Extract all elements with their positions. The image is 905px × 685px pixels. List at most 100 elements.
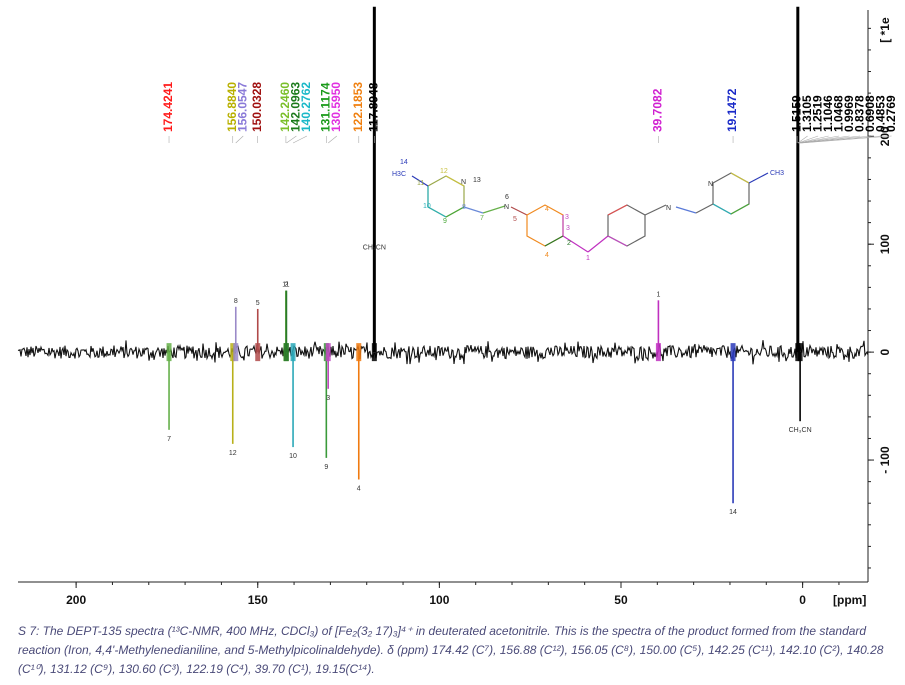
atom-label: 4 <box>545 252 549 259</box>
atom-label: 2 <box>567 240 571 247</box>
peak-band <box>325 343 331 362</box>
ring-bond <box>607 204 628 216</box>
baseline-noise <box>17 340 869 365</box>
peak-assignment-label: CH₃CN <box>789 427 812 434</box>
peak-value-label: 156.0547 <box>235 82 249 132</box>
ring-bond <box>544 235 564 247</box>
ring-bond <box>607 235 628 247</box>
peak-assignment-label: CH₃CN <box>363 245 386 252</box>
figure-caption: S 7: The DEPT-135 spectra (¹³C-NMR, 400 … <box>18 624 884 676</box>
atom-label: 11 <box>417 180 424 187</box>
peak-assignment-label: 9 <box>324 464 328 471</box>
atom-label: 7 <box>480 215 484 222</box>
peak-assignment-label: 11 <box>282 282 289 289</box>
spectrum-trace <box>17 340 869 365</box>
peak-value-label: 156.8840 <box>225 82 239 132</box>
peak-assignment-label: 14 <box>729 509 737 516</box>
methyl-bond <box>411 175 429 187</box>
peak-value-label: 19.1472 <box>725 88 739 132</box>
peak-leader-line <box>797 135 808 144</box>
peak-assignment-label: 8 <box>234 298 238 305</box>
peak-value-label: 0.6908 <box>863 95 877 132</box>
peak-value-label: 117.8948 <box>367 82 381 132</box>
phenyl-ring-2 <box>607 204 646 247</box>
peak-value-label: 1.1046 <box>821 95 835 132</box>
peak-assignment-label: 5 <box>256 300 260 307</box>
peak-band <box>730 343 736 362</box>
peak-value-label: 142.2460 <box>278 82 292 132</box>
peak-value-label: 130.5950 <box>329 82 343 132</box>
atom-label: 14 <box>400 159 408 166</box>
y-tick-label: - 100 <box>878 446 892 474</box>
peak-value-label: 122.1853 <box>351 82 365 132</box>
peak-band <box>290 343 296 362</box>
peak-value-label: 0.2769 <box>884 95 898 132</box>
ring-bond <box>712 203 732 215</box>
atom-label: N <box>461 179 466 186</box>
chemical-structure: 14 H3C 12 11 10 9 8 N 13 7 6 N 5 4 4 3 3… <box>392 159 784 262</box>
peak-value-label: 131.1174 <box>319 82 333 132</box>
imine-double-bond <box>675 206 697 214</box>
peak-value-label: 39.7082 <box>651 88 665 132</box>
atom-label: CH3 <box>770 170 784 177</box>
peak-assignment-label: 1 <box>656 291 660 298</box>
ring-bond <box>730 172 750 184</box>
imine-bond <box>463 206 484 214</box>
methyl-bond <box>748 172 769 184</box>
peak-value-label: 1.3105 <box>800 95 814 132</box>
axes: 200 150 100 50 0 [ppm] 200 100 0 - 100 [ *1e <box>66 17 892 607</box>
peak-band <box>230 343 236 362</box>
x-tick-label: 100 <box>429 593 449 607</box>
peak-leader-line <box>801 135 892 144</box>
atom-label: N <box>708 181 713 188</box>
peak-leader-line <box>797 135 819 144</box>
peak-assignment-label: 12 <box>229 450 237 457</box>
pyridine-ring-right <box>712 172 750 215</box>
peak-band <box>356 343 362 362</box>
peak-assignment-label: 2 <box>284 282 288 289</box>
y-tick-label: 200 <box>878 126 892 146</box>
atom-label: N <box>666 205 671 212</box>
peak-value-label: 150.0328 <box>250 82 264 132</box>
methylene-bond <box>562 235 589 253</box>
atom-label: 12 <box>440 168 448 175</box>
ring-bond <box>427 206 447 218</box>
peak-value-label: 142.0963 <box>289 82 303 132</box>
atom-label: 4 <box>545 206 549 213</box>
x-tick-label: 0 <box>799 593 806 607</box>
peak-value-label: 0.8378 <box>852 95 866 132</box>
methylene-bond <box>587 235 609 253</box>
n-aryl-bond <box>510 206 528 216</box>
peak-band <box>283 343 289 362</box>
ring-bond <box>445 206 465 218</box>
imine-bond <box>695 203 714 214</box>
atom-label: 9 <box>443 218 447 225</box>
peak-assignment-label: 3 <box>326 395 330 402</box>
peak-assignment-label: 4 <box>357 485 361 492</box>
peak-value-label: 1.5159 <box>789 95 803 132</box>
y-tick-label: 0 <box>878 348 892 355</box>
peak-leader-line <box>235 135 244 144</box>
peak-value-label: 140.2762 <box>299 82 313 132</box>
atom-label: 5 <box>513 216 517 223</box>
peak-band <box>797 343 803 362</box>
peak-value-label: 1.0468 <box>831 95 845 132</box>
peak-leader-line <box>798 135 829 144</box>
n-aryl-bond <box>644 204 667 216</box>
peak-value-label: 0.4853 <box>873 95 887 132</box>
peak-leader-line <box>292 135 308 144</box>
atom-label: 8 <box>462 204 466 211</box>
peak-band <box>233 343 239 362</box>
y-axis-label: [ *1e <box>878 17 892 43</box>
peak-leader-line <box>286 135 297 144</box>
x-tick-label: 150 <box>248 593 268 607</box>
y-tick-label: 100 <box>878 234 892 254</box>
peak-band <box>371 343 377 362</box>
ring-bond <box>730 203 750 215</box>
atom-label: N <box>504 204 509 211</box>
atom-label: 10 <box>423 203 431 210</box>
atom-label: 1 <box>586 255 590 262</box>
